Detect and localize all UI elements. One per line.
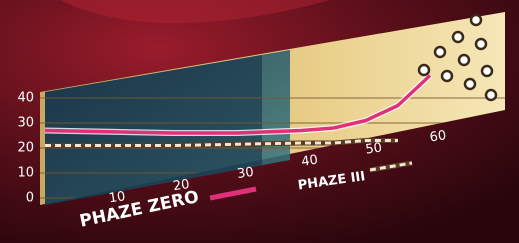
y-tick-label: 20	[17, 141, 34, 156]
y-tick-label: 0	[26, 191, 34, 206]
x-tick-label: 20	[172, 177, 190, 194]
x-tick-label: 10	[108, 189, 126, 206]
x-tick-label: 40	[300, 153, 318, 170]
x-tick-label: 50	[365, 140, 383, 157]
y-tick-label: 40	[17, 91, 34, 106]
y-tick-label: 30	[17, 116, 34, 131]
chart: PHAZE ZEROPHAZE III 01020304010203040506…	[0, 0, 519, 243]
y-tick-label: 10	[17, 166, 34, 181]
x-tick-label: 30	[236, 165, 254, 182]
x-tick-label: 60	[429, 128, 447, 145]
